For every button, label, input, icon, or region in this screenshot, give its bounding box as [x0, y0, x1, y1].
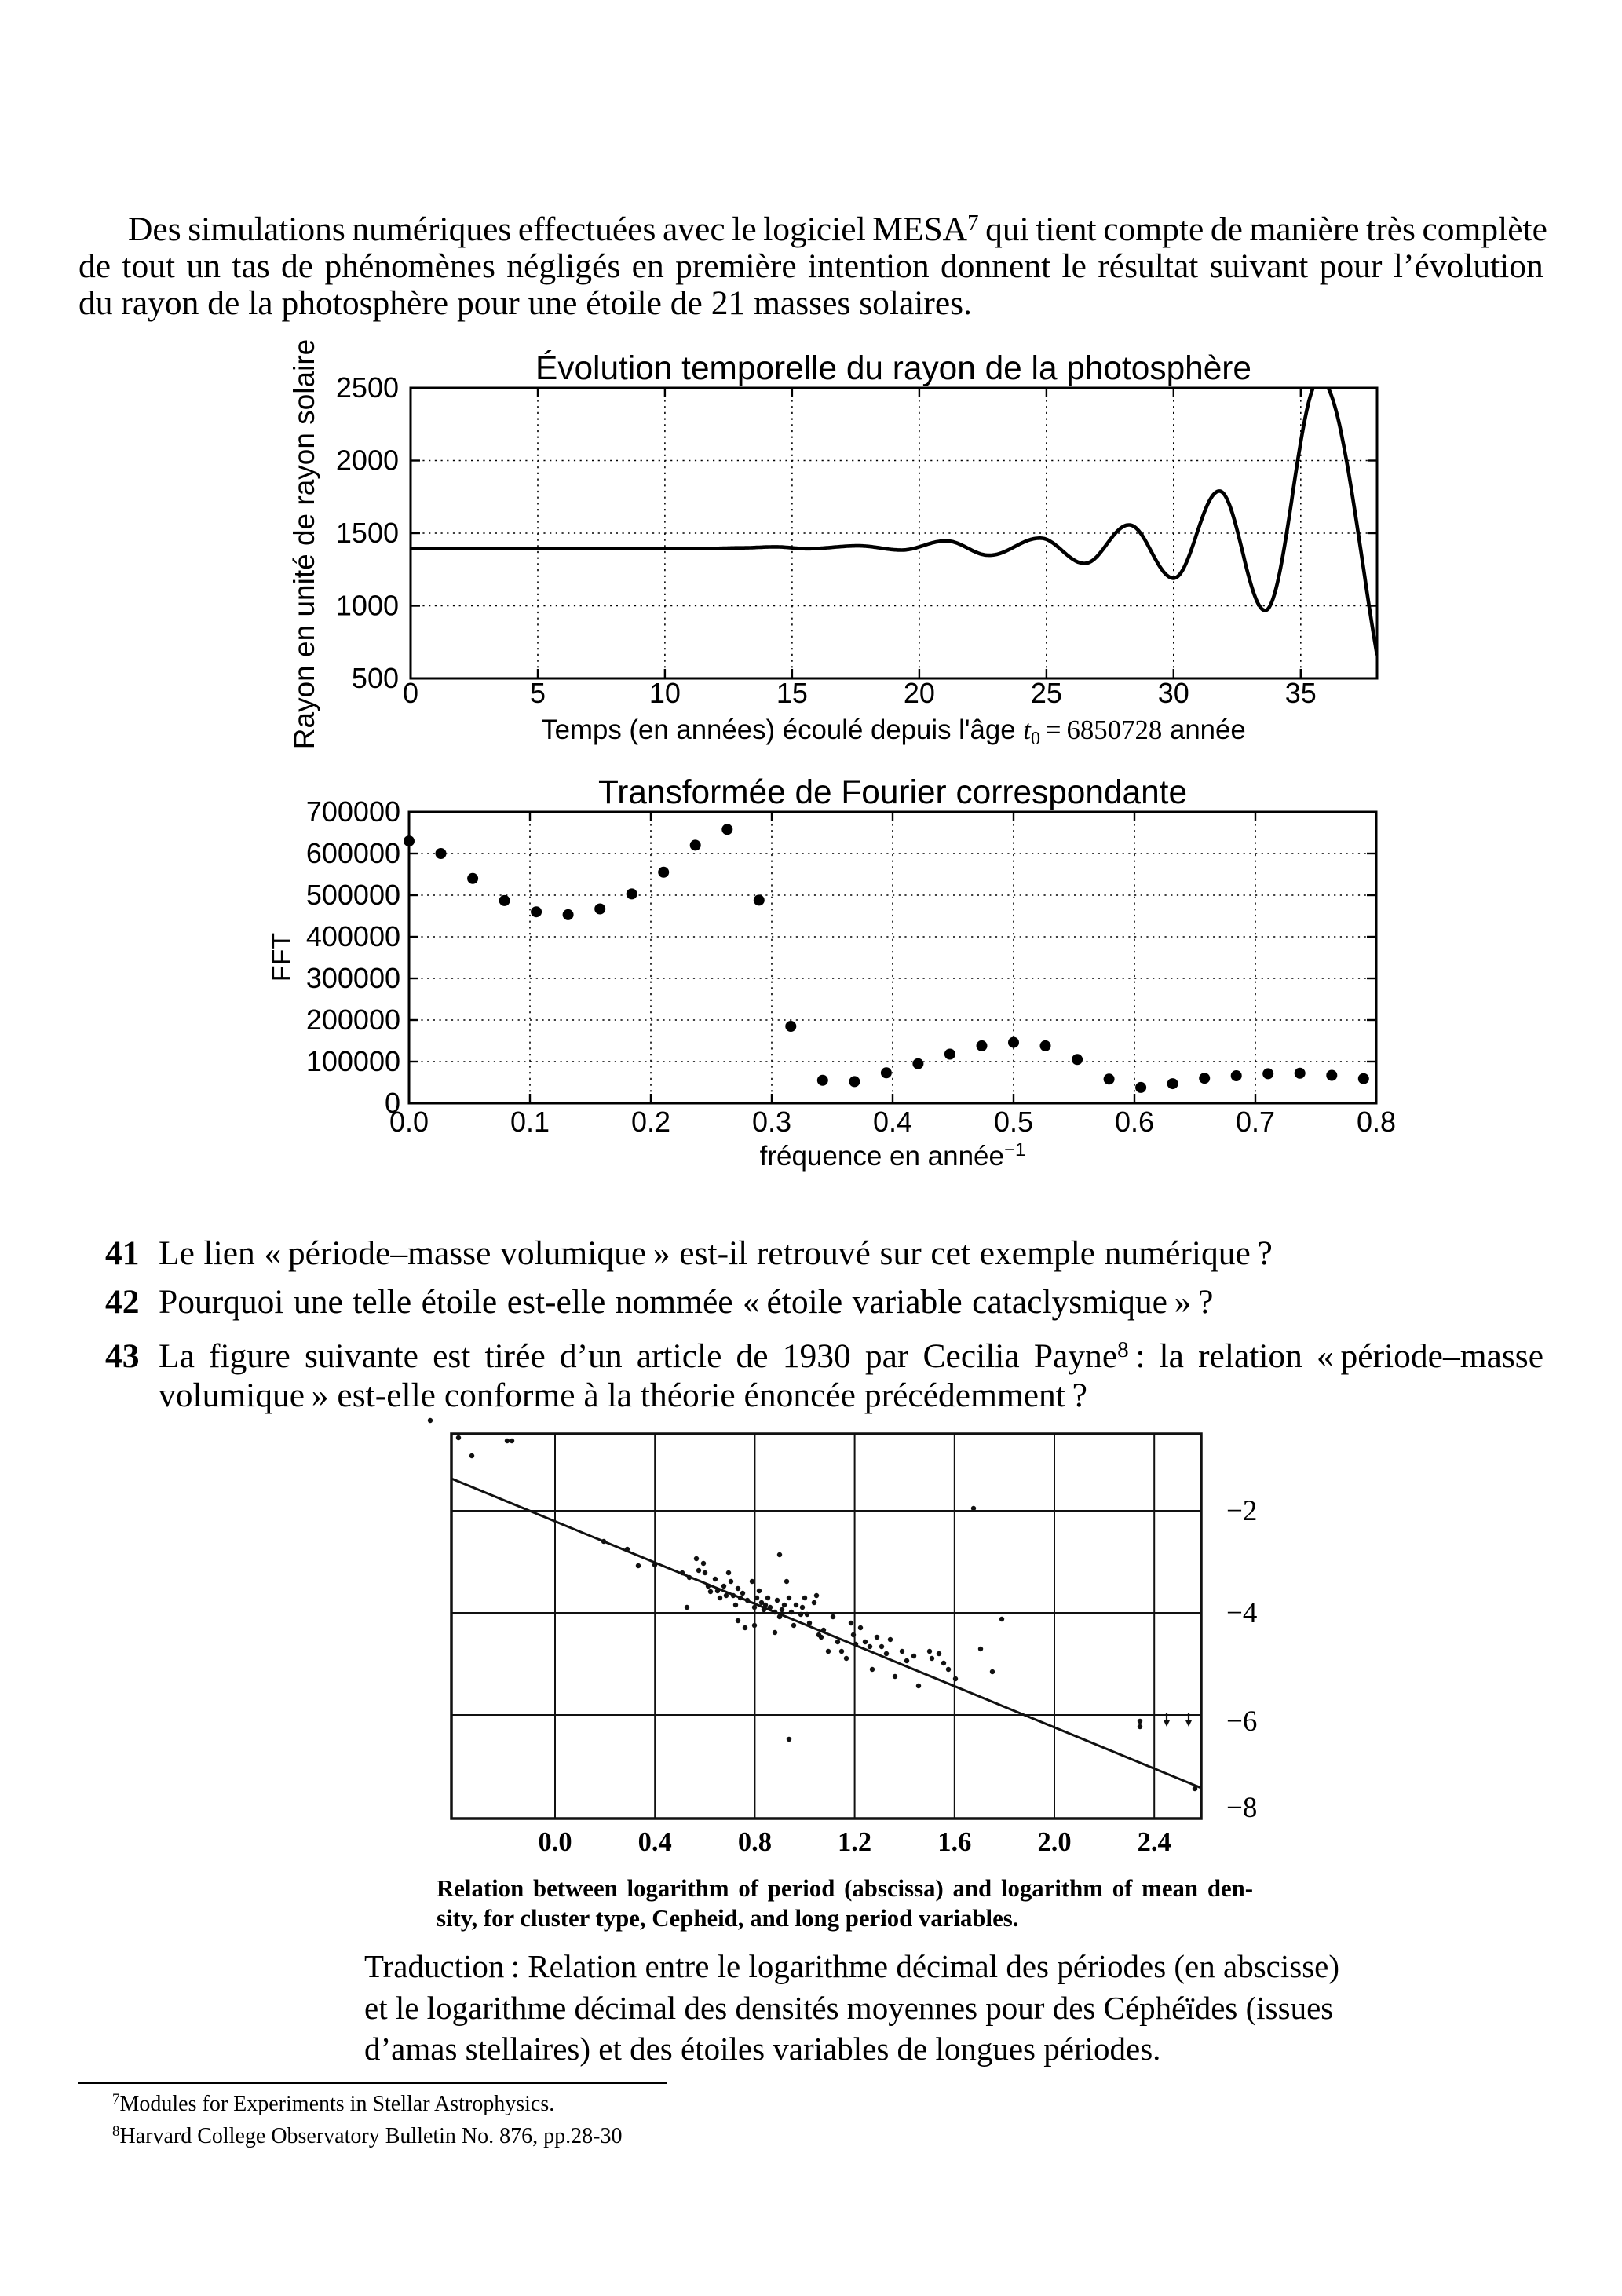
svg-text:0.4: 0.4 — [873, 1106, 912, 1138]
svg-text:−2: −2 — [1226, 1495, 1257, 1527]
svg-text:30: 30 — [1158, 677, 1189, 709]
svg-text:0.5: 0.5 — [994, 1106, 1033, 1138]
svg-text:10: 10 — [649, 677, 681, 709]
svg-text:Évolution temporelle du rayon: Évolution temporelle du rayon de la phot… — [535, 349, 1251, 386]
svg-text:0.8: 0.8 — [738, 1827, 772, 1857]
svg-text:0.7: 0.7 — [1236, 1106, 1275, 1138]
svg-text:Transformée de Fourier corresp: Transformée de Fourier correspondante — [598, 773, 1187, 810]
svg-text:Temps (en années) écoulé depui: Temps (en années) écoulé depuis l'âge t0… — [541, 715, 1246, 749]
svg-text:−6: −6 — [1226, 1706, 1257, 1738]
svg-text:fréquence en année−1: fréquence en année−1 — [760, 1139, 1026, 1172]
svg-text:Rayon en unité de rayon solair: Rayon en unité de rayon solaire — [288, 339, 320, 749]
svg-text:600000: 600000 — [306, 837, 400, 869]
svg-text:500: 500 — [352, 662, 399, 694]
svg-text:0: 0 — [403, 677, 418, 709]
svg-text:300000: 300000 — [306, 962, 400, 994]
svg-text:−8: −8 — [1226, 1792, 1257, 1824]
svg-text:35: 35 — [1285, 677, 1317, 709]
svg-text:1.2: 1.2 — [838, 1827, 871, 1857]
svg-text:500000: 500000 — [306, 879, 400, 911]
svg-text:0.2: 0.2 — [631, 1106, 670, 1138]
svg-text:20: 20 — [904, 677, 935, 709]
svg-text:700000: 700000 — [306, 795, 400, 828]
svg-text:FFT: FFT — [267, 933, 297, 982]
svg-text:2500: 2500 — [336, 371, 399, 404]
svg-text:400000: 400000 — [306, 920, 400, 952]
svg-text:15: 15 — [776, 677, 808, 709]
svg-text:0.0: 0.0 — [538, 1827, 572, 1857]
svg-text:0.8: 0.8 — [1357, 1106, 1396, 1138]
svg-text:2.4: 2.4 — [1138, 1827, 1171, 1857]
svg-text:0.6: 0.6 — [1115, 1106, 1154, 1138]
svg-text:0.4: 0.4 — [638, 1827, 672, 1857]
svg-text:2000: 2000 — [336, 444, 399, 477]
svg-text:0: 0 — [385, 1087, 400, 1119]
svg-text:0.1: 0.1 — [510, 1106, 550, 1138]
svg-text:0.3: 0.3 — [752, 1106, 791, 1138]
svg-text:0.0: 0.0 — [389, 1106, 429, 1138]
svg-text:1000: 1000 — [336, 590, 399, 622]
svg-text:200000: 200000 — [306, 1004, 400, 1036]
svg-text:−4: −4 — [1226, 1597, 1257, 1629]
svg-text:5: 5 — [530, 677, 546, 709]
svg-text:2.0: 2.0 — [1037, 1827, 1071, 1857]
svg-text:1.6: 1.6 — [937, 1827, 971, 1857]
svg-text:100000: 100000 — [306, 1045, 400, 1077]
svg-text:25: 25 — [1031, 677, 1062, 709]
svg-text:1500: 1500 — [336, 517, 399, 549]
